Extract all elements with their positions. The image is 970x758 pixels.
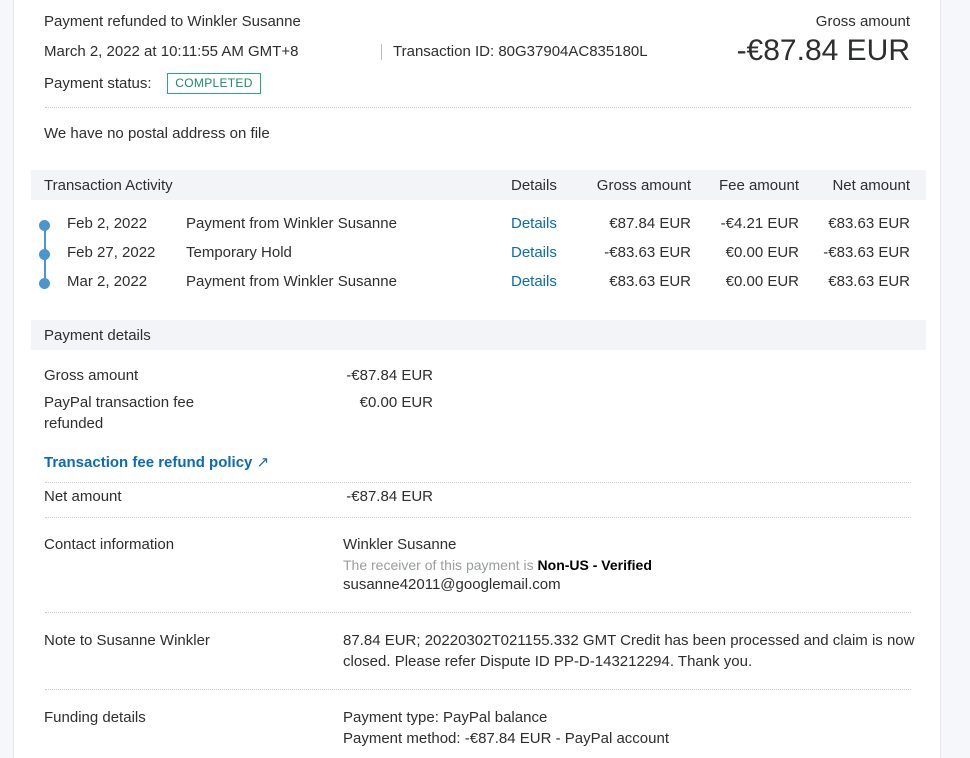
payment-details-header <box>31 320 926 350</box>
col-fee: Fee amount <box>718 177 799 194</box>
transaction-title: Payment refunded to Winkler Susanne <box>44 13 301 30</box>
col-net: Net amount <box>832 177 910 194</box>
fee-value: €0.00 EUR <box>359 394 433 411</box>
timeline-dot <box>39 220 50 231</box>
payment-status-label: Payment status: <box>44 75 152 92</box>
row-description: Payment from Winkler Susanne <box>186 215 397 232</box>
details-link[interactable]: Details <box>511 273 557 290</box>
net-label: Net amount <box>44 488 122 505</box>
divider <box>45 517 911 518</box>
postal-address-note: We have no postal address on file <box>44 125 270 142</box>
row-fee: €0.00 EUR <box>725 244 799 261</box>
note-line-1: 87.84 EUR; 20220302T021155.332 GMT Credi… <box>343 632 915 649</box>
row-date: Feb 27, 2022 <box>67 244 156 261</box>
fee-label-2: refunded <box>44 415 104 432</box>
gross-amount-value: -€87.84 EUR <box>736 34 910 67</box>
activity-title: Transaction Activity <box>44 177 173 194</box>
row-net: €83.63 EUR <box>828 215 910 232</box>
fee-refund-policy-link[interactable]: Transaction fee refund policy ↗ <box>44 453 269 471</box>
contact-email: susanne42011@googlemail.com <box>343 576 561 593</box>
activity-header <box>31 170 926 200</box>
funding-label: Funding details <box>44 709 146 726</box>
contact-label: Contact information <box>44 536 175 553</box>
transaction-datetime: March 2, 2022 at 10:11:55 AM GMT+8 <box>44 43 299 60</box>
row-fee: -€4.21 EUR <box>720 215 799 232</box>
details-link[interactable]: Details <box>511 215 557 232</box>
row-gross: €87.84 EUR <box>609 215 691 232</box>
details-link[interactable]: Details <box>511 244 557 261</box>
divider <box>45 107 911 108</box>
row-gross: €83.63 EUR <box>609 273 691 290</box>
divider <box>381 44 382 60</box>
gross-label: Gross amount <box>44 367 139 384</box>
note-label: Note to Susanne Winkler <box>44 632 210 649</box>
gross-value: -€87.84 EUR <box>346 367 433 384</box>
receiver-status: The receiver of this payment is Non-US -… <box>343 557 652 573</box>
row-description: Temporary Hold <box>186 244 292 261</box>
divider <box>45 482 911 483</box>
col-details: Details <box>511 177 557 194</box>
row-description: Payment from Winkler Susanne <box>186 273 397 290</box>
row-fee: €0.00 EUR <box>725 273 799 290</box>
payment-details-title: Payment details <box>44 327 151 344</box>
divider <box>45 612 911 613</box>
row-net: €83.63 EUR <box>828 273 910 290</box>
payment-type: Payment type: PayPal balance <box>343 709 548 726</box>
contact-name: Winkler Susanne <box>343 536 457 553</box>
row-date: Mar 2, 2022 <box>67 273 148 290</box>
policy-link-text: Transaction fee refund policy <box>44 454 253 471</box>
transaction-details-card: Payment refunded to Winkler Susanne Marc… <box>13 0 941 758</box>
gross-amount-label: Gross amount <box>815 13 910 30</box>
net-value: -€87.84 EUR <box>346 488 433 505</box>
fee-label: PayPal transaction fee <box>44 394 195 411</box>
timeline-dot <box>39 278 50 289</box>
col-gross: Gross amount <box>596 177 691 194</box>
row-net: -€83.63 EUR <box>823 244 910 261</box>
row-gross: -€83.63 EUR <box>604 244 691 261</box>
note-line-2: closed. Please refer Dispute ID PP-D-143… <box>343 653 753 670</box>
receiver-verified: Non-US - Verified <box>537 557 652 573</box>
row-date: Feb 2, 2022 <box>67 215 148 232</box>
divider <box>45 689 911 690</box>
status-badge: COMPLETED <box>167 73 261 94</box>
transaction-id: Transaction ID: 80G37904AC835180L <box>393 43 648 60</box>
external-link-icon: ↗ <box>256 454 270 471</box>
timeline-dot <box>39 249 50 260</box>
receiver-prefix: The receiver of this payment is <box>343 557 538 573</box>
payment-method: Payment method: -€87.84 EUR - PayPal acc… <box>343 730 670 747</box>
